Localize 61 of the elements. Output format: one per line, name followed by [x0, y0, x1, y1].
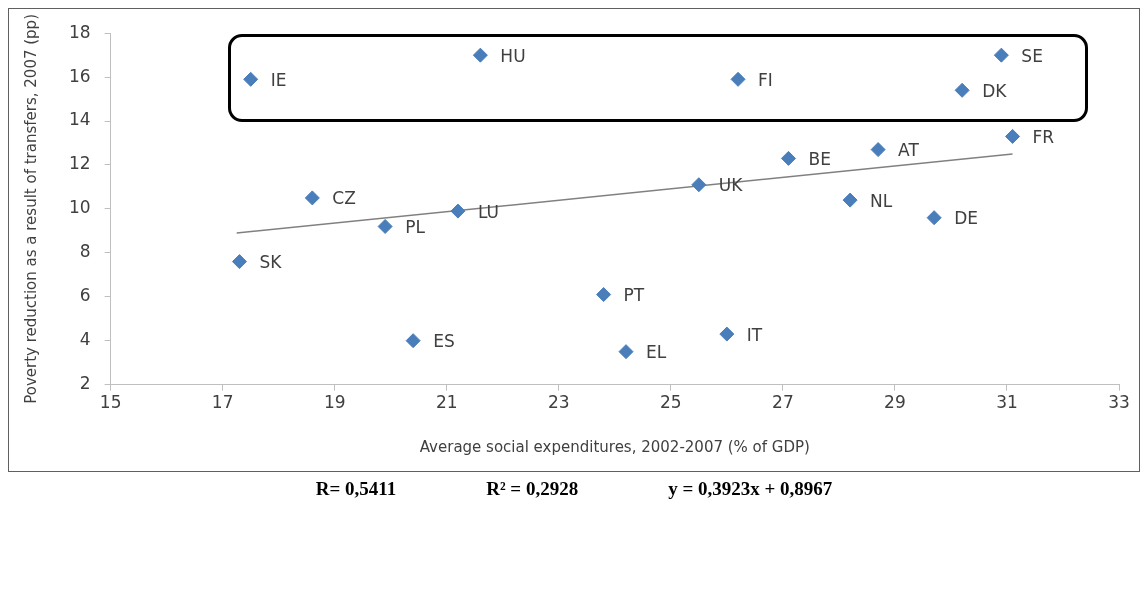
x-tick-label: 15 [99, 392, 122, 413]
y-tick-label: 10 [68, 197, 91, 218]
annotation: CZ [332, 188, 356, 209]
text: R= 0,5411 [315, 478, 397, 500]
annotation: SK [259, 252, 283, 273]
point [450, 203, 466, 219]
annotation: IE [270, 69, 287, 90]
y-tick-label: 12 [68, 153, 91, 174]
x-tick-label: 33 [1108, 392, 1130, 413]
point [243, 71, 259, 87]
annotation: BE [808, 148, 831, 169]
point [993, 47, 1009, 63]
point [405, 333, 421, 349]
y-tick-label: 8 [79, 241, 91, 262]
y-tick-label: 6 [79, 285, 91, 306]
point [780, 150, 796, 166]
x-tick-label: 27 [772, 392, 794, 413]
x-tick-label: 29 [884, 392, 906, 413]
y-axis-title: Poverty reduction as a result of transfers, 2007 (pp) [21, 14, 40, 404]
x-tick-label: 23 [547, 392, 570, 413]
annotation: PT [623, 284, 645, 305]
x-tick-label: 25 [660, 392, 682, 413]
point [596, 287, 612, 303]
x-axis-title: Average social expenditures, 2002-2007 (% of GDP) [419, 437, 810, 456]
point [954, 82, 970, 98]
annotation: AT [898, 140, 920, 161]
x-tick-label: 19 [323, 392, 346, 413]
x-tick-label: 21 [435, 392, 458, 413]
annotation: LU [477, 201, 500, 222]
annotation: SE [1021, 45, 1043, 66]
point [719, 326, 735, 342]
annotation: FR [1032, 126, 1055, 147]
point [377, 218, 393, 234]
y-tick-label: 18 [68, 21, 91, 42]
point [618, 344, 634, 360]
point [231, 254, 247, 270]
point [842, 192, 858, 208]
annotation: IT [746, 324, 763, 345]
y-tick-label: 14 [68, 109, 91, 130]
y-tick-label: 4 [79, 329, 91, 350]
point [1005, 128, 1021, 144]
x-tick-label: 31 [996, 392, 1018, 413]
annotation: DE [954, 208, 978, 229]
text: y = 0,3923x + 0,8967 [668, 478, 833, 500]
annotation: PL [405, 216, 426, 237]
text: R² = 0,2928 [486, 478, 579, 500]
y-tick-label: 2 [79, 373, 91, 394]
annotation: HU [500, 45, 526, 66]
x-tick-label: 17 [211, 392, 234, 413]
point [304, 190, 320, 206]
y-tick-label: 16 [68, 65, 91, 86]
point [730, 71, 746, 87]
annotation: FI [758, 69, 773, 90]
point [870, 142, 886, 158]
point [691, 177, 707, 193]
point [926, 210, 942, 226]
annotation: DK [982, 80, 1008, 101]
annotation: ES [433, 331, 455, 352]
annotation: EL [646, 342, 667, 363]
point [472, 47, 488, 63]
annotation: NL [870, 190, 893, 211]
